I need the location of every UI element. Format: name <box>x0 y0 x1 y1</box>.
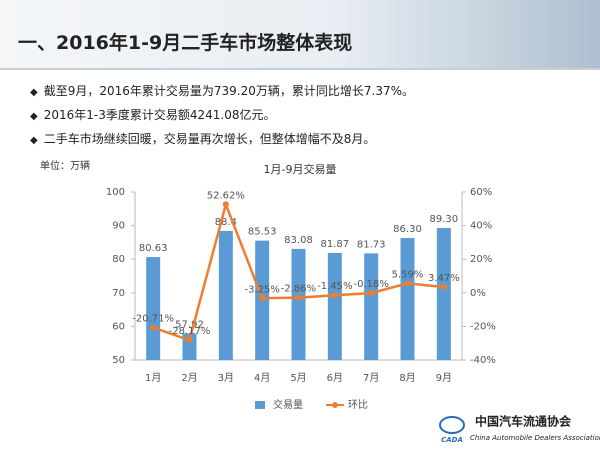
bullet: ◆ 二手车市场继续回暖，交易量再次增长，但整体增幅不及8月。 <box>30 132 376 146</box>
line-point <box>404 280 411 287</box>
line-point <box>368 290 375 297</box>
y-tick-label: 70 <box>112 288 125 299</box>
chart-title: 1月-9月交易量 <box>264 162 337 176</box>
bar <box>291 248 306 360</box>
bullet-text: 2016年1-3季度累计交易额4241.08亿元。 <box>43 108 276 122</box>
slide-title: 一、2016年1-9月二手车市场整体表现 <box>18 32 353 54</box>
line-value-label: -1.45% <box>317 281 352 292</box>
line-point <box>222 201 229 208</box>
bar-value-label: 81.73 <box>357 239 386 250</box>
bar-value-label: 86.30 <box>393 224 422 235</box>
legend-swatch <box>332 402 338 408</box>
line-point <box>186 337 193 344</box>
bullet-text: 二手车市场继续回暖，交易量再次增长，但整体增幅不及8月。 <box>43 132 376 146</box>
logo: CADA 中国汽车流通协会 China Automobile Dealers A… <box>439 414 600 444</box>
logo-name: 中国汽车流通协会 <box>475 414 572 429</box>
bullet: ◆ 2016年1-3季度累计交易额4241.08亿元。 <box>30 108 276 122</box>
unit-label: 单位：万辆 <box>40 159 90 172</box>
y2-tick-label: -20% <box>470 321 496 332</box>
line-value-label: -20.71% <box>132 314 174 325</box>
y2-tick-label: -40% <box>470 355 496 366</box>
x-tick-label: 7月 <box>363 372 379 384</box>
logo-emblem <box>439 416 465 434</box>
bullet: ◆ 截至9月，2016年累计交易量为739.20万辆，累计同比增长7.37%。 <box>30 84 414 98</box>
bar-value-label: 81.87 <box>321 239 350 250</box>
y2-tick-label: 0% <box>470 288 486 299</box>
x-tick-label: 8月 <box>399 372 415 384</box>
line-value-label: -28.17% <box>169 326 211 337</box>
y2-tick-label: 60% <box>470 187 492 198</box>
y-tick-label: 50 <box>112 355 125 366</box>
bar-value-label: 83.08 <box>284 235 313 246</box>
bar-value-label: 57.92 <box>175 319 204 330</box>
bar <box>146 257 161 360</box>
line-value-label: -2.86% <box>281 284 316 295</box>
bar-value-label: 88.4 <box>215 217 237 228</box>
legend-label: 环比 <box>348 399 368 411</box>
y-tick-label: 60 <box>112 321 125 332</box>
x-tick-label: 6月 <box>327 372 343 384</box>
bar <box>364 253 379 360</box>
line-value-label: 5.59% <box>392 269 424 280</box>
x-tick-label: 5月 <box>290 372 306 384</box>
bullet-text: 截至9月，2016年累计交易量为739.20万辆，累计同比增长7.37%。 <box>43 84 414 98</box>
x-tick-label: 9月 <box>436 372 452 384</box>
line-point <box>331 292 338 299</box>
y-tick-label: 90 <box>112 221 125 232</box>
line-point <box>259 295 266 302</box>
line-value-label: 3.47% <box>428 273 460 284</box>
line-point <box>440 283 447 290</box>
x-tick-label: 4月 <box>254 372 270 384</box>
bar-value-label: 89.30 <box>430 214 459 225</box>
y-tick-label: 100 <box>106 187 125 198</box>
bar <box>218 230 233 360</box>
bar-value-label: 85.53 <box>248 227 277 238</box>
y-tick-label: 80 <box>112 254 125 265</box>
line-value-label: -0.18% <box>353 279 388 290</box>
bar <box>436 227 451 360</box>
line-value-label: -3.25% <box>244 284 279 295</box>
x-tick-label: 2月 <box>181 372 197 384</box>
line-point <box>150 324 157 331</box>
bar <box>400 238 415 360</box>
line-value-label: 52.62% <box>207 190 245 201</box>
x-tick-label: 1月 <box>145 372 161 384</box>
logo-mark: CADA <box>441 436 463 444</box>
y2-tick-label: 20% <box>470 254 492 265</box>
legend-swatch <box>255 401 265 409</box>
line-point <box>295 294 302 301</box>
bar-value-label: 80.63 <box>139 243 168 254</box>
x-tick-label: 3月 <box>218 372 234 384</box>
legend-label: 交易量 <box>273 398 303 411</box>
bar <box>327 252 342 360</box>
y2-tick-label: 40% <box>470 221 492 232</box>
logo-english: China Automobile Dealers Association <box>470 434 600 442</box>
header-band <box>0 0 600 70</box>
